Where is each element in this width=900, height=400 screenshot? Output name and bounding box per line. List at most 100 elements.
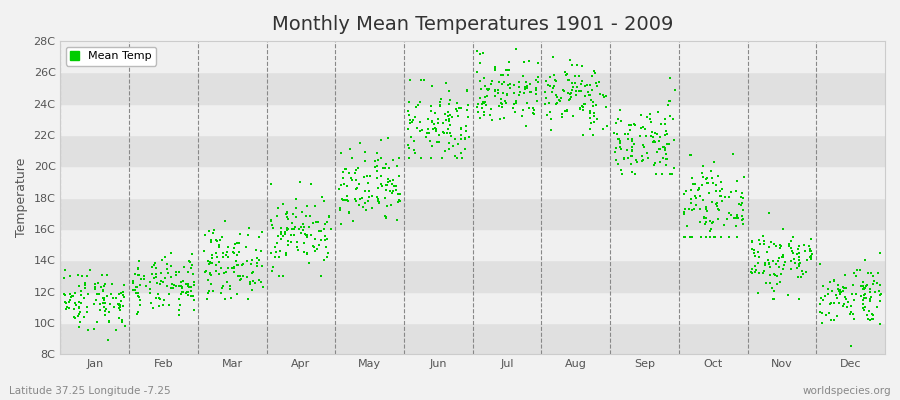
Point <box>708 182 723 188</box>
Point <box>530 98 544 104</box>
Point <box>286 210 301 217</box>
Point <box>70 272 85 278</box>
Point <box>767 271 781 277</box>
Point <box>664 171 679 177</box>
Point <box>209 268 223 275</box>
Point <box>227 245 241 251</box>
Point <box>198 269 212 276</box>
Point <box>287 226 302 232</box>
Point <box>757 268 771 274</box>
Point <box>279 252 293 258</box>
Point <box>703 234 717 240</box>
Point <box>392 198 407 204</box>
Point <box>475 50 490 56</box>
Point <box>264 249 278 256</box>
Point <box>169 269 184 275</box>
Point <box>176 278 191 284</box>
Point <box>663 171 678 177</box>
Point <box>696 197 710 204</box>
Point <box>160 260 175 267</box>
Point <box>856 283 870 289</box>
Point <box>833 286 848 293</box>
Point <box>866 273 880 279</box>
Point <box>792 263 806 269</box>
Point <box>829 292 843 298</box>
Point <box>240 258 255 264</box>
Point <box>519 82 534 89</box>
Point <box>706 219 720 225</box>
Point <box>158 274 173 281</box>
Point <box>653 121 668 128</box>
Point <box>75 300 89 306</box>
Point <box>554 110 569 117</box>
Point <box>436 155 450 162</box>
Point <box>608 148 622 155</box>
Point <box>200 296 214 302</box>
Point <box>752 249 766 255</box>
Point <box>450 108 464 114</box>
Point <box>320 250 335 256</box>
Point <box>835 284 850 290</box>
Point <box>826 300 841 307</box>
Point <box>202 270 217 276</box>
Point <box>202 288 216 294</box>
Point <box>653 134 668 140</box>
Point <box>855 297 869 304</box>
Point <box>762 244 777 250</box>
Point <box>599 104 614 110</box>
Point <box>428 120 442 127</box>
Point <box>432 102 446 108</box>
Point <box>850 267 864 274</box>
Point <box>216 254 230 260</box>
Point <box>314 194 328 200</box>
Point <box>451 113 465 120</box>
Point <box>637 144 652 151</box>
Point <box>575 104 590 110</box>
Point <box>131 271 146 278</box>
Point <box>353 196 367 202</box>
Point <box>164 250 178 256</box>
Point <box>274 235 288 242</box>
Point <box>281 242 295 248</box>
Point <box>359 173 374 179</box>
Point <box>296 220 310 227</box>
Point <box>611 161 625 168</box>
Point <box>491 90 506 96</box>
Point <box>609 131 624 138</box>
Point <box>634 153 649 159</box>
Point <box>212 237 227 243</box>
Point <box>264 181 278 188</box>
Point <box>71 304 86 310</box>
Point <box>156 302 170 308</box>
Point <box>313 228 328 235</box>
Point <box>148 294 163 301</box>
Point <box>657 144 671 150</box>
Point <box>685 234 699 240</box>
Point <box>871 288 886 294</box>
Point <box>180 288 194 295</box>
Point <box>284 232 298 238</box>
Point <box>488 88 502 94</box>
Point <box>459 107 473 113</box>
Point <box>518 78 533 85</box>
Point <box>425 83 439 90</box>
Point <box>872 321 886 328</box>
Point <box>428 125 443 132</box>
Point <box>867 278 881 284</box>
Point <box>715 186 729 192</box>
Point <box>647 160 662 166</box>
Point <box>776 226 790 232</box>
Point <box>624 160 638 167</box>
Point <box>625 148 639 154</box>
Point <box>647 162 662 168</box>
Point <box>210 254 224 260</box>
Point <box>336 174 350 181</box>
Point <box>767 241 781 247</box>
Point <box>644 129 659 136</box>
Point <box>488 64 502 70</box>
Point <box>731 215 745 221</box>
Point <box>586 103 600 109</box>
Point <box>796 242 811 248</box>
Point <box>300 232 314 238</box>
Point <box>339 197 354 204</box>
